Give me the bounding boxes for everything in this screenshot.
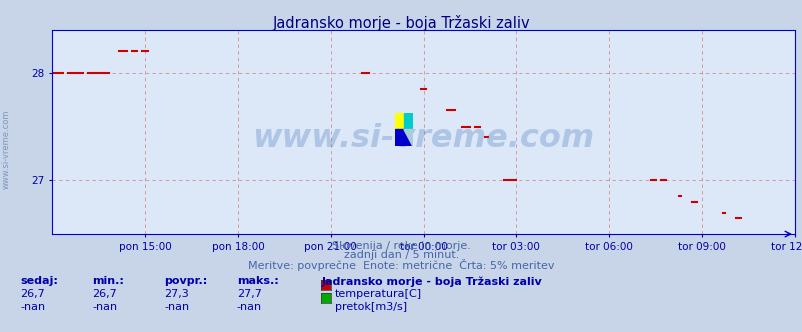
Text: 26,7: 26,7 bbox=[92, 289, 117, 299]
Polygon shape bbox=[395, 113, 403, 129]
Text: Jadransko morje - boja Tržaski zaliv: Jadransko morje - boja Tržaski zaliv bbox=[321, 276, 541, 287]
Text: sedaj:: sedaj: bbox=[20, 276, 58, 286]
Text: Meritve: povprečne  Enote: metrične  Črta: 5% meritev: Meritve: povprečne Enote: metrične Črta:… bbox=[248, 259, 554, 271]
Polygon shape bbox=[403, 129, 412, 146]
Text: 27,7: 27,7 bbox=[237, 289, 261, 299]
Text: www.si-vreme.com: www.si-vreme.com bbox=[2, 110, 11, 189]
Text: -nan: -nan bbox=[237, 302, 261, 312]
Text: pretok[m3/s]: pretok[m3/s] bbox=[334, 302, 407, 312]
Text: -nan: -nan bbox=[92, 302, 117, 312]
Text: www.si-vreme.com: www.si-vreme.com bbox=[252, 123, 594, 154]
Text: min.:: min.: bbox=[92, 276, 124, 286]
Polygon shape bbox=[403, 113, 412, 129]
Text: zadnji dan / 5 minut.: zadnji dan / 5 minut. bbox=[343, 250, 459, 260]
Text: povpr.:: povpr.: bbox=[164, 276, 208, 286]
Text: Jadransko morje - boja Tržaski zaliv: Jadransko morje - boja Tržaski zaliv bbox=[273, 15, 529, 31]
Text: temperatura[C]: temperatura[C] bbox=[334, 289, 421, 299]
Polygon shape bbox=[395, 129, 403, 146]
Text: -nan: -nan bbox=[20, 302, 45, 312]
Text: Slovenija / reke in morje.: Slovenija / reke in morje. bbox=[332, 241, 470, 251]
Text: 27,3: 27,3 bbox=[164, 289, 189, 299]
Text: 26,7: 26,7 bbox=[20, 289, 45, 299]
Polygon shape bbox=[403, 129, 412, 146]
Text: maks.:: maks.: bbox=[237, 276, 278, 286]
Text: -nan: -nan bbox=[164, 302, 189, 312]
